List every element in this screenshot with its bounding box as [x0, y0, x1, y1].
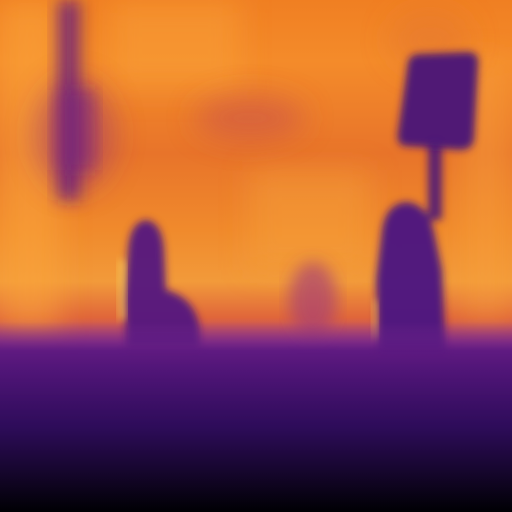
figure-right: [376, 140, 446, 352]
far-highlights: [0, 0, 512, 330]
ground-gradient: [0, 322, 512, 512]
distant-figure: [289, 262, 337, 338]
figure-left-rim: [118, 260, 126, 320]
sign-board: [397, 52, 479, 150]
figure-left: [124, 220, 200, 348]
figure-right-rim: [372, 300, 378, 340]
left-pole: [55, 0, 95, 200]
